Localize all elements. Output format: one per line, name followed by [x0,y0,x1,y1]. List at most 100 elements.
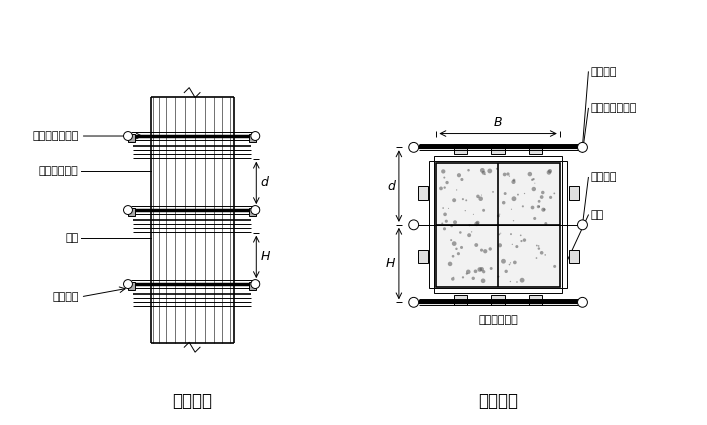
Text: d: d [387,180,395,193]
Text: 竖愣（方木）: 竖愣（方木） [478,315,518,325]
Bar [429,161,434,289]
Bar [568,249,578,264]
Circle shape [474,243,478,247]
Circle shape [482,209,485,212]
Circle shape [536,245,537,246]
Circle shape [548,169,552,173]
Bar [491,144,505,154]
Circle shape [487,169,492,173]
Circle shape [483,249,487,253]
Text: 面板: 面板 [65,232,78,243]
Circle shape [498,243,502,247]
Circle shape [484,174,486,175]
Circle shape [474,221,479,226]
Text: d: d [260,176,268,190]
Circle shape [503,173,506,176]
Text: 对拉螺栓: 对拉螺栓 [590,173,617,182]
Circle shape [538,245,539,247]
Circle shape [539,195,544,199]
Circle shape [511,209,512,210]
Circle shape [477,267,482,272]
Circle shape [544,254,546,256]
Circle shape [452,198,456,202]
Circle shape [503,192,507,195]
Circle shape [513,178,515,181]
Circle shape [479,267,484,272]
Circle shape [448,208,449,209]
Circle shape [482,270,485,273]
Circle shape [457,252,460,255]
Circle shape [543,208,546,211]
Bar [491,295,505,305]
Circle shape [466,272,468,275]
Circle shape [466,269,471,274]
Circle shape [450,239,452,241]
Circle shape [450,224,453,227]
Circle shape [124,280,132,289]
Circle shape [481,278,486,283]
Bar [128,208,135,216]
Circle shape [578,298,588,307]
Circle shape [124,206,132,215]
Circle shape [500,232,501,234]
Circle shape [497,215,500,218]
Circle shape [457,173,461,177]
Bar [454,144,467,154]
Circle shape [443,227,446,230]
Circle shape [251,206,259,215]
Circle shape [534,183,535,184]
Text: 柱立面图: 柱立面图 [172,391,212,410]
Circle shape [445,181,449,184]
Circle shape [531,178,533,181]
Bar [250,134,257,142]
Circle shape [578,220,588,230]
Bar [568,186,578,200]
Circle shape [540,251,544,255]
Circle shape [409,220,419,230]
Circle shape [578,142,588,152]
Bar [418,249,428,264]
Circle shape [513,261,517,264]
Bar [454,295,467,305]
Bar [529,144,542,154]
Circle shape [522,205,524,207]
Bar [529,295,542,305]
Circle shape [553,265,556,268]
Circle shape [467,169,469,171]
Circle shape [460,178,464,181]
Circle shape [441,169,445,173]
Text: 柱剖面图: 柱剖面图 [478,391,518,410]
Bar [250,282,257,290]
Circle shape [499,214,501,215]
Circle shape [510,262,511,264]
Circle shape [443,176,445,178]
Circle shape [511,180,515,184]
Circle shape [453,277,455,278]
Circle shape [512,196,516,201]
Circle shape [532,187,536,191]
Circle shape [509,176,510,177]
Circle shape [516,281,518,283]
Circle shape [501,259,506,264]
Circle shape [498,233,501,235]
Circle shape [547,170,551,175]
Circle shape [409,298,419,307]
Circle shape [464,210,466,211]
Bar [562,161,567,289]
Circle shape [476,221,479,224]
Circle shape [510,233,512,235]
Circle shape [538,200,541,203]
Circle shape [520,235,522,236]
Circle shape [474,269,477,273]
Circle shape [481,195,482,196]
Circle shape [541,191,544,194]
Text: H: H [260,250,269,264]
Circle shape [515,245,518,248]
Circle shape [479,196,483,201]
Text: 柱箍（圆钢管）: 柱箍（圆钢管） [33,131,78,141]
Circle shape [476,195,480,198]
Text: 对拉螺栓: 对拉螺栓 [590,67,617,77]
Circle shape [524,193,525,194]
Circle shape [468,224,471,226]
Circle shape [512,244,513,245]
